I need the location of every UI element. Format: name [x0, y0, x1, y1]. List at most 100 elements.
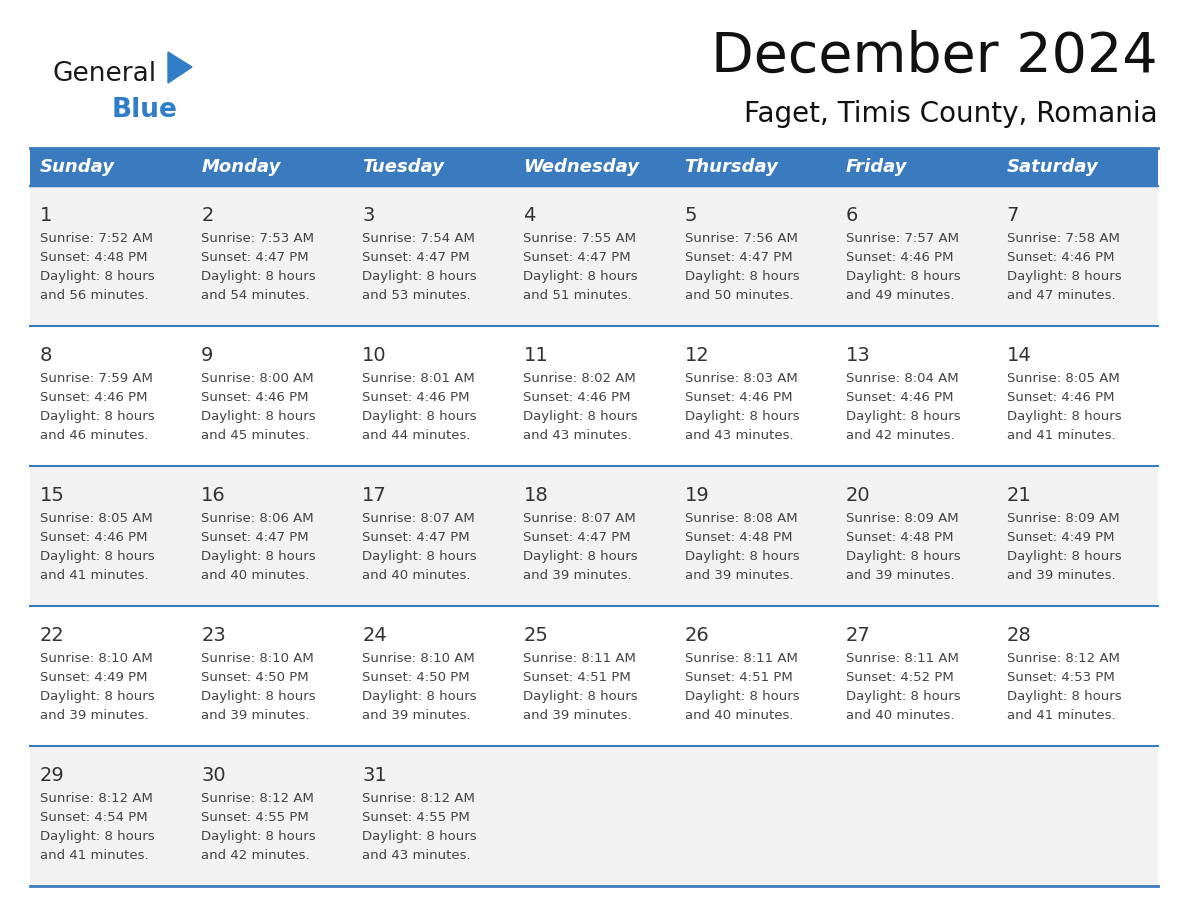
Text: 29: 29 — [40, 766, 65, 785]
Text: and 50 minutes.: and 50 minutes. — [684, 289, 794, 302]
Text: and 41 minutes.: and 41 minutes. — [1007, 429, 1116, 442]
Text: Daylight: 8 hours: Daylight: 8 hours — [524, 270, 638, 283]
Text: 28: 28 — [1007, 626, 1031, 645]
Text: Sunset: 4:46 PM: Sunset: 4:46 PM — [846, 251, 953, 264]
Text: Daylight: 8 hours: Daylight: 8 hours — [362, 830, 476, 843]
Text: and 39 minutes.: and 39 minutes. — [1007, 569, 1116, 582]
Text: Daylight: 8 hours: Daylight: 8 hours — [684, 550, 800, 563]
Text: Sunset: 4:47 PM: Sunset: 4:47 PM — [684, 251, 792, 264]
Text: Sunset: 4:50 PM: Sunset: 4:50 PM — [201, 671, 309, 684]
Bar — [513, 186, 675, 326]
Text: Sunrise: 7:54 AM: Sunrise: 7:54 AM — [362, 232, 475, 245]
Text: 9: 9 — [201, 346, 214, 365]
Text: Sunrise: 8:10 AM: Sunrise: 8:10 AM — [201, 652, 314, 665]
Text: and 41 minutes.: and 41 minutes. — [40, 849, 148, 862]
Text: Sunrise: 7:59 AM: Sunrise: 7:59 AM — [40, 372, 153, 385]
Text: Tuesday: Tuesday — [362, 158, 444, 176]
Bar — [353, 466, 513, 606]
Text: Sunrise: 8:12 AM: Sunrise: 8:12 AM — [362, 792, 475, 805]
Text: Sunrise: 8:12 AM: Sunrise: 8:12 AM — [1007, 652, 1120, 665]
Text: Sunrise: 8:02 AM: Sunrise: 8:02 AM — [524, 372, 637, 385]
Text: 20: 20 — [846, 486, 871, 505]
Text: Daylight: 8 hours: Daylight: 8 hours — [684, 690, 800, 703]
Text: Sunrise: 8:09 AM: Sunrise: 8:09 AM — [1007, 512, 1119, 525]
Bar — [513, 326, 675, 466]
Text: Sunrise: 8:05 AM: Sunrise: 8:05 AM — [40, 512, 153, 525]
Text: Blue: Blue — [112, 97, 178, 123]
Text: Sunset: 4:46 PM: Sunset: 4:46 PM — [846, 391, 953, 404]
Text: and 39 minutes.: and 39 minutes. — [201, 709, 310, 722]
Text: Sunset: 4:46 PM: Sunset: 4:46 PM — [684, 391, 792, 404]
Bar — [30, 326, 191, 466]
Bar — [353, 746, 513, 886]
Text: Daylight: 8 hours: Daylight: 8 hours — [201, 410, 316, 423]
Text: Sunrise: 7:53 AM: Sunrise: 7:53 AM — [201, 232, 314, 245]
Text: Sunrise: 8:12 AM: Sunrise: 8:12 AM — [40, 792, 153, 805]
Bar — [997, 148, 1158, 186]
Text: 22: 22 — [40, 626, 65, 645]
Bar — [30, 606, 191, 746]
Text: Sunrise: 8:09 AM: Sunrise: 8:09 AM — [846, 512, 959, 525]
Text: and 42 minutes.: and 42 minutes. — [201, 849, 310, 862]
Text: Sunrise: 8:03 AM: Sunrise: 8:03 AM — [684, 372, 797, 385]
Text: 5: 5 — [684, 206, 697, 225]
Bar — [997, 746, 1158, 886]
Text: Sunrise: 8:00 AM: Sunrise: 8:00 AM — [201, 372, 314, 385]
Bar — [675, 148, 835, 186]
Text: Daylight: 8 hours: Daylight: 8 hours — [1007, 550, 1121, 563]
Text: Daylight: 8 hours: Daylight: 8 hours — [684, 410, 800, 423]
Text: and 42 minutes.: and 42 minutes. — [846, 429, 954, 442]
Text: 21: 21 — [1007, 486, 1031, 505]
Text: Sunrise: 8:06 AM: Sunrise: 8:06 AM — [201, 512, 314, 525]
Bar — [30, 186, 191, 326]
Text: 30: 30 — [201, 766, 226, 785]
Text: Sunrise: 8:12 AM: Sunrise: 8:12 AM — [201, 792, 314, 805]
Text: Sunrise: 8:05 AM: Sunrise: 8:05 AM — [1007, 372, 1119, 385]
Text: Sunset: 4:48 PM: Sunset: 4:48 PM — [40, 251, 147, 264]
Text: and 43 minutes.: and 43 minutes. — [362, 849, 470, 862]
Text: Daylight: 8 hours: Daylight: 8 hours — [40, 550, 154, 563]
Text: Daylight: 8 hours: Daylight: 8 hours — [40, 270, 154, 283]
Text: Daylight: 8 hours: Daylight: 8 hours — [1007, 690, 1121, 703]
Text: Sunset: 4:47 PM: Sunset: 4:47 PM — [524, 251, 631, 264]
Text: Sunset: 4:46 PM: Sunset: 4:46 PM — [524, 391, 631, 404]
Text: Sunset: 4:51 PM: Sunset: 4:51 PM — [524, 671, 631, 684]
Text: Daylight: 8 hours: Daylight: 8 hours — [684, 270, 800, 283]
Text: 26: 26 — [684, 626, 709, 645]
Text: Friday: Friday — [846, 158, 908, 176]
Text: Sunrise: 8:08 AM: Sunrise: 8:08 AM — [684, 512, 797, 525]
Text: Sunrise: 8:04 AM: Sunrise: 8:04 AM — [846, 372, 959, 385]
Text: and 56 minutes.: and 56 minutes. — [40, 289, 148, 302]
Text: Sunset: 4:47 PM: Sunset: 4:47 PM — [201, 531, 309, 544]
Text: Daylight: 8 hours: Daylight: 8 hours — [846, 690, 960, 703]
Text: Sunset: 4:46 PM: Sunset: 4:46 PM — [40, 391, 147, 404]
Text: Daylight: 8 hours: Daylight: 8 hours — [524, 410, 638, 423]
Bar — [191, 746, 353, 886]
Text: Sunset: 4:48 PM: Sunset: 4:48 PM — [684, 531, 792, 544]
Text: General: General — [52, 61, 156, 87]
Text: and 41 minutes.: and 41 minutes. — [1007, 709, 1116, 722]
Bar — [675, 186, 835, 326]
Text: 10: 10 — [362, 346, 387, 365]
Text: 31: 31 — [362, 766, 387, 785]
Bar — [997, 326, 1158, 466]
Bar — [675, 466, 835, 606]
Bar — [513, 148, 675, 186]
Text: and 39 minutes.: and 39 minutes. — [40, 709, 148, 722]
Text: 23: 23 — [201, 626, 226, 645]
Text: Sunset: 4:55 PM: Sunset: 4:55 PM — [362, 811, 470, 824]
Text: Daylight: 8 hours: Daylight: 8 hours — [846, 410, 960, 423]
Text: 24: 24 — [362, 626, 387, 645]
Text: Daylight: 8 hours: Daylight: 8 hours — [201, 270, 316, 283]
Text: Daylight: 8 hours: Daylight: 8 hours — [1007, 270, 1121, 283]
Bar — [353, 326, 513, 466]
Text: and 39 minutes.: and 39 minutes. — [846, 569, 954, 582]
Text: and 39 minutes.: and 39 minutes. — [362, 709, 470, 722]
Text: Daylight: 8 hours: Daylight: 8 hours — [524, 550, 638, 563]
Bar — [997, 466, 1158, 606]
Text: Faget, Timis County, Romania: Faget, Timis County, Romania — [745, 100, 1158, 128]
Text: 14: 14 — [1007, 346, 1031, 365]
Text: 19: 19 — [684, 486, 709, 505]
Bar — [835, 466, 997, 606]
Text: and 39 minutes.: and 39 minutes. — [524, 569, 632, 582]
